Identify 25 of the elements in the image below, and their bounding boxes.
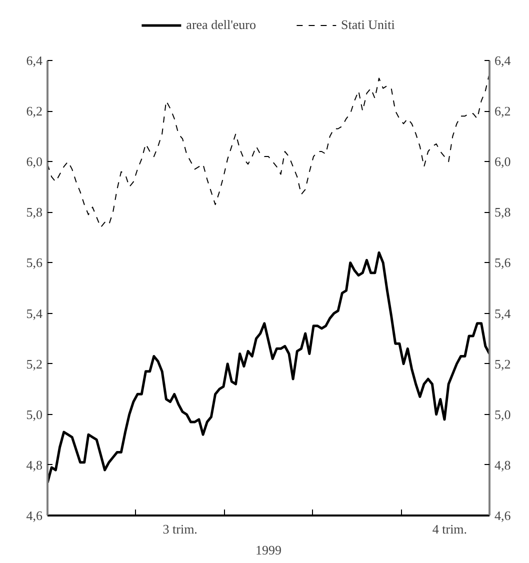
y-tick-label: 4,8: [26, 457, 42, 472]
y-tick-label: 5,4: [26, 306, 43, 321]
y2-tick-label: 6,4: [494, 53, 512, 68]
y2-tick-label: 5,4: [494, 306, 512, 321]
y2-tick-label: 6,0: [494, 154, 511, 170]
x-axis-title: 1999: [256, 542, 282, 558]
y-tick-label: 4,6: [26, 508, 43, 523]
y-tick-label: 5,6: [26, 255, 43, 270]
text: 3 trim.: [162, 522, 198, 536]
text: 4 trim.: [432, 522, 468, 536]
y2-tick-label: 4,8: [494, 457, 511, 472]
y-tick-label: 5,0: [26, 406, 42, 422]
y-tick-label: 6,4: [26, 53, 43, 68]
legend-label: area dell'euro: [186, 17, 256, 33]
y2-tick-label: 5,6: [494, 255, 512, 270]
y2-tick-label: 4,6: [494, 508, 512, 523]
y2-tick-label: 5,2: [494, 356, 511, 372]
y2-tick-label: 5,8: [494, 204, 511, 220]
y-tick-label: 5,8: [26, 204, 42, 220]
y-tick-label: 6,2: [26, 104, 42, 119]
legend-label: Stati Uniti: [341, 17, 395, 33]
y-tick-label: 6,0: [26, 154, 42, 170]
y2-tick-label: 5,0: [494, 406, 511, 422]
y-tick-label: 5,2: [26, 356, 42, 372]
y2-tick-label: 6,2: [494, 104, 511, 119]
